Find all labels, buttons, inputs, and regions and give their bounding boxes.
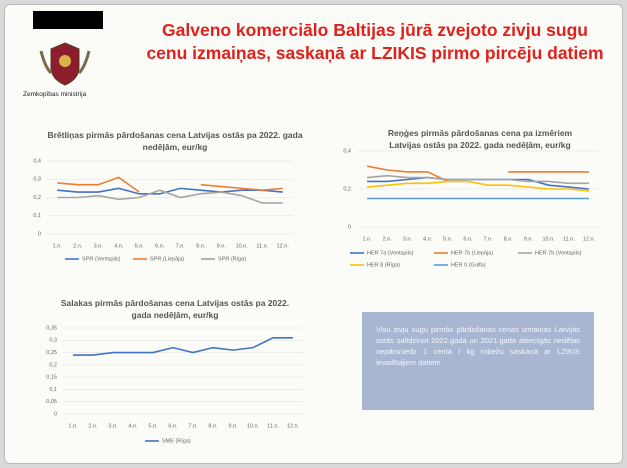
x-tick-label: 12.n.	[583, 236, 596, 242]
x-tick-label: 11.n.	[267, 423, 279, 429]
y-tick-label: 0,2	[49, 362, 57, 368]
series-line	[57, 189, 283, 204]
x-tick-label: 5.n.	[443, 236, 453, 242]
x-tick-label: 10.n.	[236, 243, 249, 249]
y-tick-label: 0,05	[46, 399, 57, 405]
x-tick-label: 1.n.	[362, 236, 372, 242]
x-tick-label: 9.n.	[228, 423, 238, 429]
x-tick-label: 5.n.	[135, 243, 145, 249]
x-tick-label: 8.n.	[196, 243, 206, 249]
y-tick-label: 0,15	[46, 375, 57, 381]
x-tick-label: 7.n.	[483, 236, 493, 242]
redaction	[33, 11, 103, 29]
y-tick-label: 0,2	[33, 195, 41, 201]
x-tick-label: 11.n.	[563, 236, 575, 242]
x-tick-label: 6.n.	[155, 243, 165, 249]
series-line	[57, 176, 283, 193]
series-line	[366, 165, 589, 183]
x-tick-label: 2.n.	[383, 236, 393, 242]
y-tick-label: 0,35	[46, 325, 57, 331]
chart-title: Brētliņas pirmās pārdošanas cena Latvija…	[47, 130, 303, 152]
charts: 0 0,1 0,2 0,3 0,4 1.n. 2.n. 3.n. 4.n. 5.n. 6.n. 7.n…	[33, 148, 599, 444]
x-tick-label: 2.n.	[88, 423, 98, 429]
legend-label: SME (Rīga)	[162, 438, 191, 444]
x-tick-label: 7.n.	[188, 423, 198, 429]
legend-label: HER 7b (Liepāja)	[451, 250, 493, 256]
x-tick-label: 9.n.	[217, 243, 227, 249]
x-tick-label: 12.n.	[277, 243, 290, 249]
y-tick-label: 0,1	[49, 387, 57, 393]
y-tick-label: 0	[38, 231, 41, 237]
logo	[39, 42, 91, 86]
x-tick-label: 6.n.	[168, 423, 178, 429]
x-tick-label: 8.n.	[504, 236, 514, 242]
legend-label: HER 8 (Rīga)	[367, 262, 400, 268]
legend-label: SPR (Rīga)	[218, 256, 246, 262]
y-tick-label: 0,2	[343, 186, 351, 192]
chart-title: Reņģes pirmās pārdošanas cena pa izmērie…	[387, 128, 573, 150]
series-line	[57, 187, 283, 195]
series-line	[73, 337, 293, 356]
y-tick-label: 0	[348, 224, 351, 230]
series-line	[367, 174, 589, 185]
x-tick-label: 10.n.	[542, 236, 555, 242]
chart-title: Salakas pirmās pārdošanas cena Latvijas …	[60, 298, 290, 320]
y-tick-label: 0,4	[343, 148, 351, 154]
legend-label: SPR (Ventspils)	[82, 256, 121, 262]
x-tick-label: 10.n.	[247, 423, 260, 429]
legend-label: HER 7a (Ventspils)	[367, 250, 414, 256]
legend-label: HER 0 (Gulfa)	[451, 262, 486, 268]
note-box: Visu zivju sugu pirmās pārdošanas cenas …	[362, 312, 594, 410]
x-tick-label: 5.n.	[148, 423, 158, 429]
x-tick-label: 12.n.	[287, 423, 300, 429]
x-tick-label: 1.n.	[53, 243, 63, 249]
x-tick-label: 6.n.	[463, 236, 473, 242]
legend-label: HER 7b (Ventspils)	[535, 250, 582, 256]
x-tick-label: 4.n.	[423, 236, 433, 242]
logo-text: Zemkopības ministrija	[23, 91, 87, 98]
slide-title: Galveno komerciālo Baltijas jūrā zvejoto…	[146, 20, 604, 63]
x-tick-label: 3.n.	[108, 423, 118, 429]
x-tick-label: 11.n.	[256, 243, 268, 249]
legend-label: SPR (Liepāja)	[150, 256, 184, 262]
y-tick-label: 0	[54, 411, 57, 417]
x-tick-label: 7.n.	[176, 243, 186, 249]
x-tick-label: 2.n.	[73, 243, 83, 249]
y-tick-label: 0,3	[49, 338, 57, 344]
y-tick-label: 0,1	[33, 213, 41, 219]
x-tick-label: 3.n.	[403, 236, 413, 242]
x-tick-label: 3.n.	[94, 243, 104, 249]
x-tick-label: 8.n.	[208, 423, 218, 429]
y-tick-label: 0,4	[33, 158, 41, 164]
y-tick-label: 0,3	[33, 177, 41, 183]
x-tick-label: 9.n.	[524, 236, 534, 242]
x-tick-label: 1.n.	[68, 423, 78, 429]
series-line	[367, 180, 589, 192]
y-tick-label: 0,25	[46, 350, 57, 356]
slide: Zemkopības ministrija Galveno komerciālo…	[4, 4, 623, 464]
x-tick-label: 4.n.	[114, 243, 124, 249]
x-tick-label: 4.n.	[128, 423, 138, 429]
